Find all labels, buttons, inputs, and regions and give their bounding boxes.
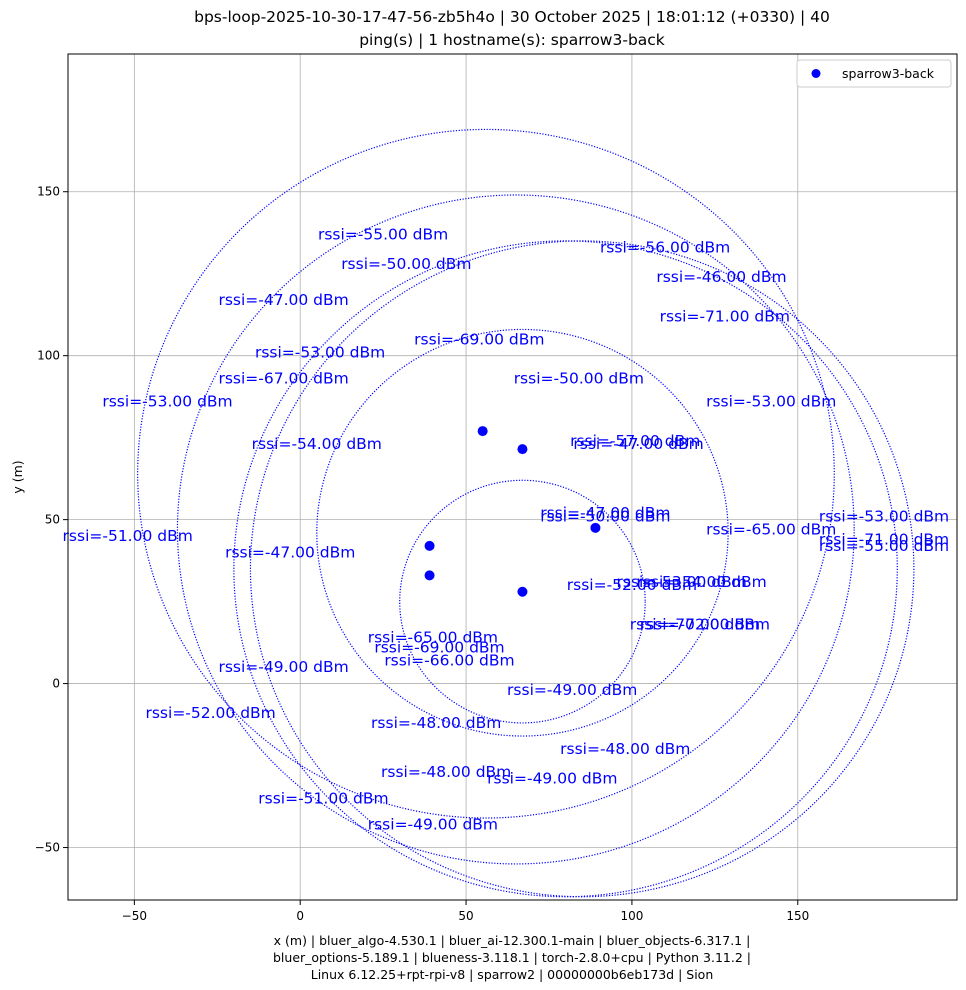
rssi-annotation: rssi=-51.00 dBm [258,789,388,807]
range-circles [137,128,915,898]
y-axis-label: y (m) [10,460,25,493]
legend-marker [811,69,821,78]
rssi-annotation: rssi=-70.00 dBm [630,616,760,634]
range-circle [399,479,646,724]
data-points [424,426,601,597]
chart-title-line-1: bps-loop-2025-10-30-17-47-56-zb5h4o | 30… [194,8,830,26]
rssi-annotation: rssi=-66.00 dBm [384,652,514,670]
rssi-annotation: rssi=-48.00 dBm [381,763,511,781]
x-tick-label: 100 [620,909,643,923]
data-point [424,540,435,551]
x-tick-label: −50 [122,909,147,923]
y-tick-label: 50 [45,513,60,527]
x-axis-label-line-3: Linux 6.12.25+rpt-rpi-v8 | sparrow2 | 00… [311,967,714,982]
data-point [477,426,488,437]
rssi-annotation: rssi=-47.00 dBm [218,291,348,309]
range-circle [316,328,729,737]
range-circle [176,194,855,865]
rssi-annotation: rssi=-54.00 dBm [252,435,382,453]
rssi-annotation: rssi=-49.00 dBm [507,681,637,699]
x-axis-ticks: −50 0 50 100 150 [122,900,809,923]
rssi-annotation: rssi=-56.00 dBm [600,238,730,256]
data-point [517,444,528,455]
rssi-annotation: rssi=-69.00 dBm [414,330,544,348]
rssi-annotation: rssi=-49.00 dBm [487,770,617,788]
x-tick-label: 150 [786,909,809,923]
legend-entry-sparrow3-back: sparrow3-back [842,66,935,81]
rssi-annotation: rssi=-71.00 dBm [660,307,790,325]
y-tick-label: 150 [37,185,60,199]
rssi-annotation: rssi=-49.00 dBm [218,658,348,676]
rssi-annotation: rssi=-71.00 dBm [819,530,949,548]
rssi-annotation: rssi=-50.00 dBm [540,507,670,525]
range-circle [137,128,835,819]
x-tick-label: 50 [458,909,473,923]
rssi-annotation: rssi=-49.00 dBm [368,816,498,834]
plot-area: rssi=-55.00 dBm rssi=-50.00 dBm rssi=-56.0… [63,53,958,901]
rssi-annotation: rssi=-53.00 dBm [102,393,232,411]
rssi-annotation: rssi=-55.00 dBm [819,537,949,555]
rssi-annotation: rssi=-47.00 dBm [573,435,703,453]
rssi-annotation: rssi=-65.00 dBm [706,520,836,538]
rssi-annotation: rssi=-53.00 dBm [255,343,385,361]
data-point [590,522,601,533]
rssi-annotation: rssi=-57.00 dBm [570,432,700,450]
y-axis-ticks: −50 0 50 100 150 [35,185,68,855]
rssi-annotation: rssi=-54.00 dBm [636,573,766,591]
range-circle [249,240,915,898]
data-point [424,570,435,581]
rssi-annotation: rssi=-46.00 dBm [656,268,786,286]
rssi-annotation: rssi=-65.00 dBm [368,629,498,647]
rssi-annotation: rssi=-50.00 dBm [514,370,644,388]
legend-box [796,59,952,88]
x-tick-label: 0 [296,909,304,923]
rssi-annotation: rssi=-50.00 dBm [341,255,471,273]
rssi-annotation: rssi=-52.00 dBm [567,576,697,594]
rssi-annotation: rssi=-48.00 dBm [560,740,690,758]
rssi-annotation: rssi=-53.00 dBm [706,393,836,411]
rssi-annotation: rssi=-51.00 dBm [63,527,193,545]
rssi-annotations: rssi=-55.00 dBm rssi=-50.00 dBm rssi=-56.0… [63,225,950,833]
rssi-annotation: rssi=-52.00 dBm [145,704,275,722]
data-point [517,586,528,597]
grid-lines [68,54,957,900]
range-circle [233,240,898,898]
plot-frame [67,53,958,901]
y-tick-label: 100 [37,349,60,363]
rssi-annotation: rssi=-72.00 dBm [640,616,770,634]
rssi-annotation: rssi=-47.00 dBm [540,504,670,522]
rssi-annotation: rssi=-48.00 dBm [371,714,501,732]
chart-title-line-2: ping(s) | 1 hostname(s): sparrow3-back [359,31,665,49]
rssi-annotation: rssi=-47.00 dBm [225,543,355,561]
rssi-annotation: rssi=-69.00 dBm [374,639,504,657]
rssi-annotation: rssi=-67.00 dBm [218,370,348,388]
x-axis-label-line-2: bluer_options-5.189.1 | blueness-3.118.1… [273,950,751,965]
rssi-annotation: rssi=-53.00 dBm [617,573,747,591]
legend: sparrow3-back [796,59,952,88]
y-tick-label: 0 [52,677,60,691]
rssi-annotation: rssi=-55.00 dBm [318,225,448,243]
y-tick-label: −50 [35,841,60,855]
rssi-annotation: rssi=-53.00 dBm [819,507,949,525]
x-axis-label-line-1: x (m) | bluer_algo-4.530.1 | bluer_ai-12… [274,933,751,948]
